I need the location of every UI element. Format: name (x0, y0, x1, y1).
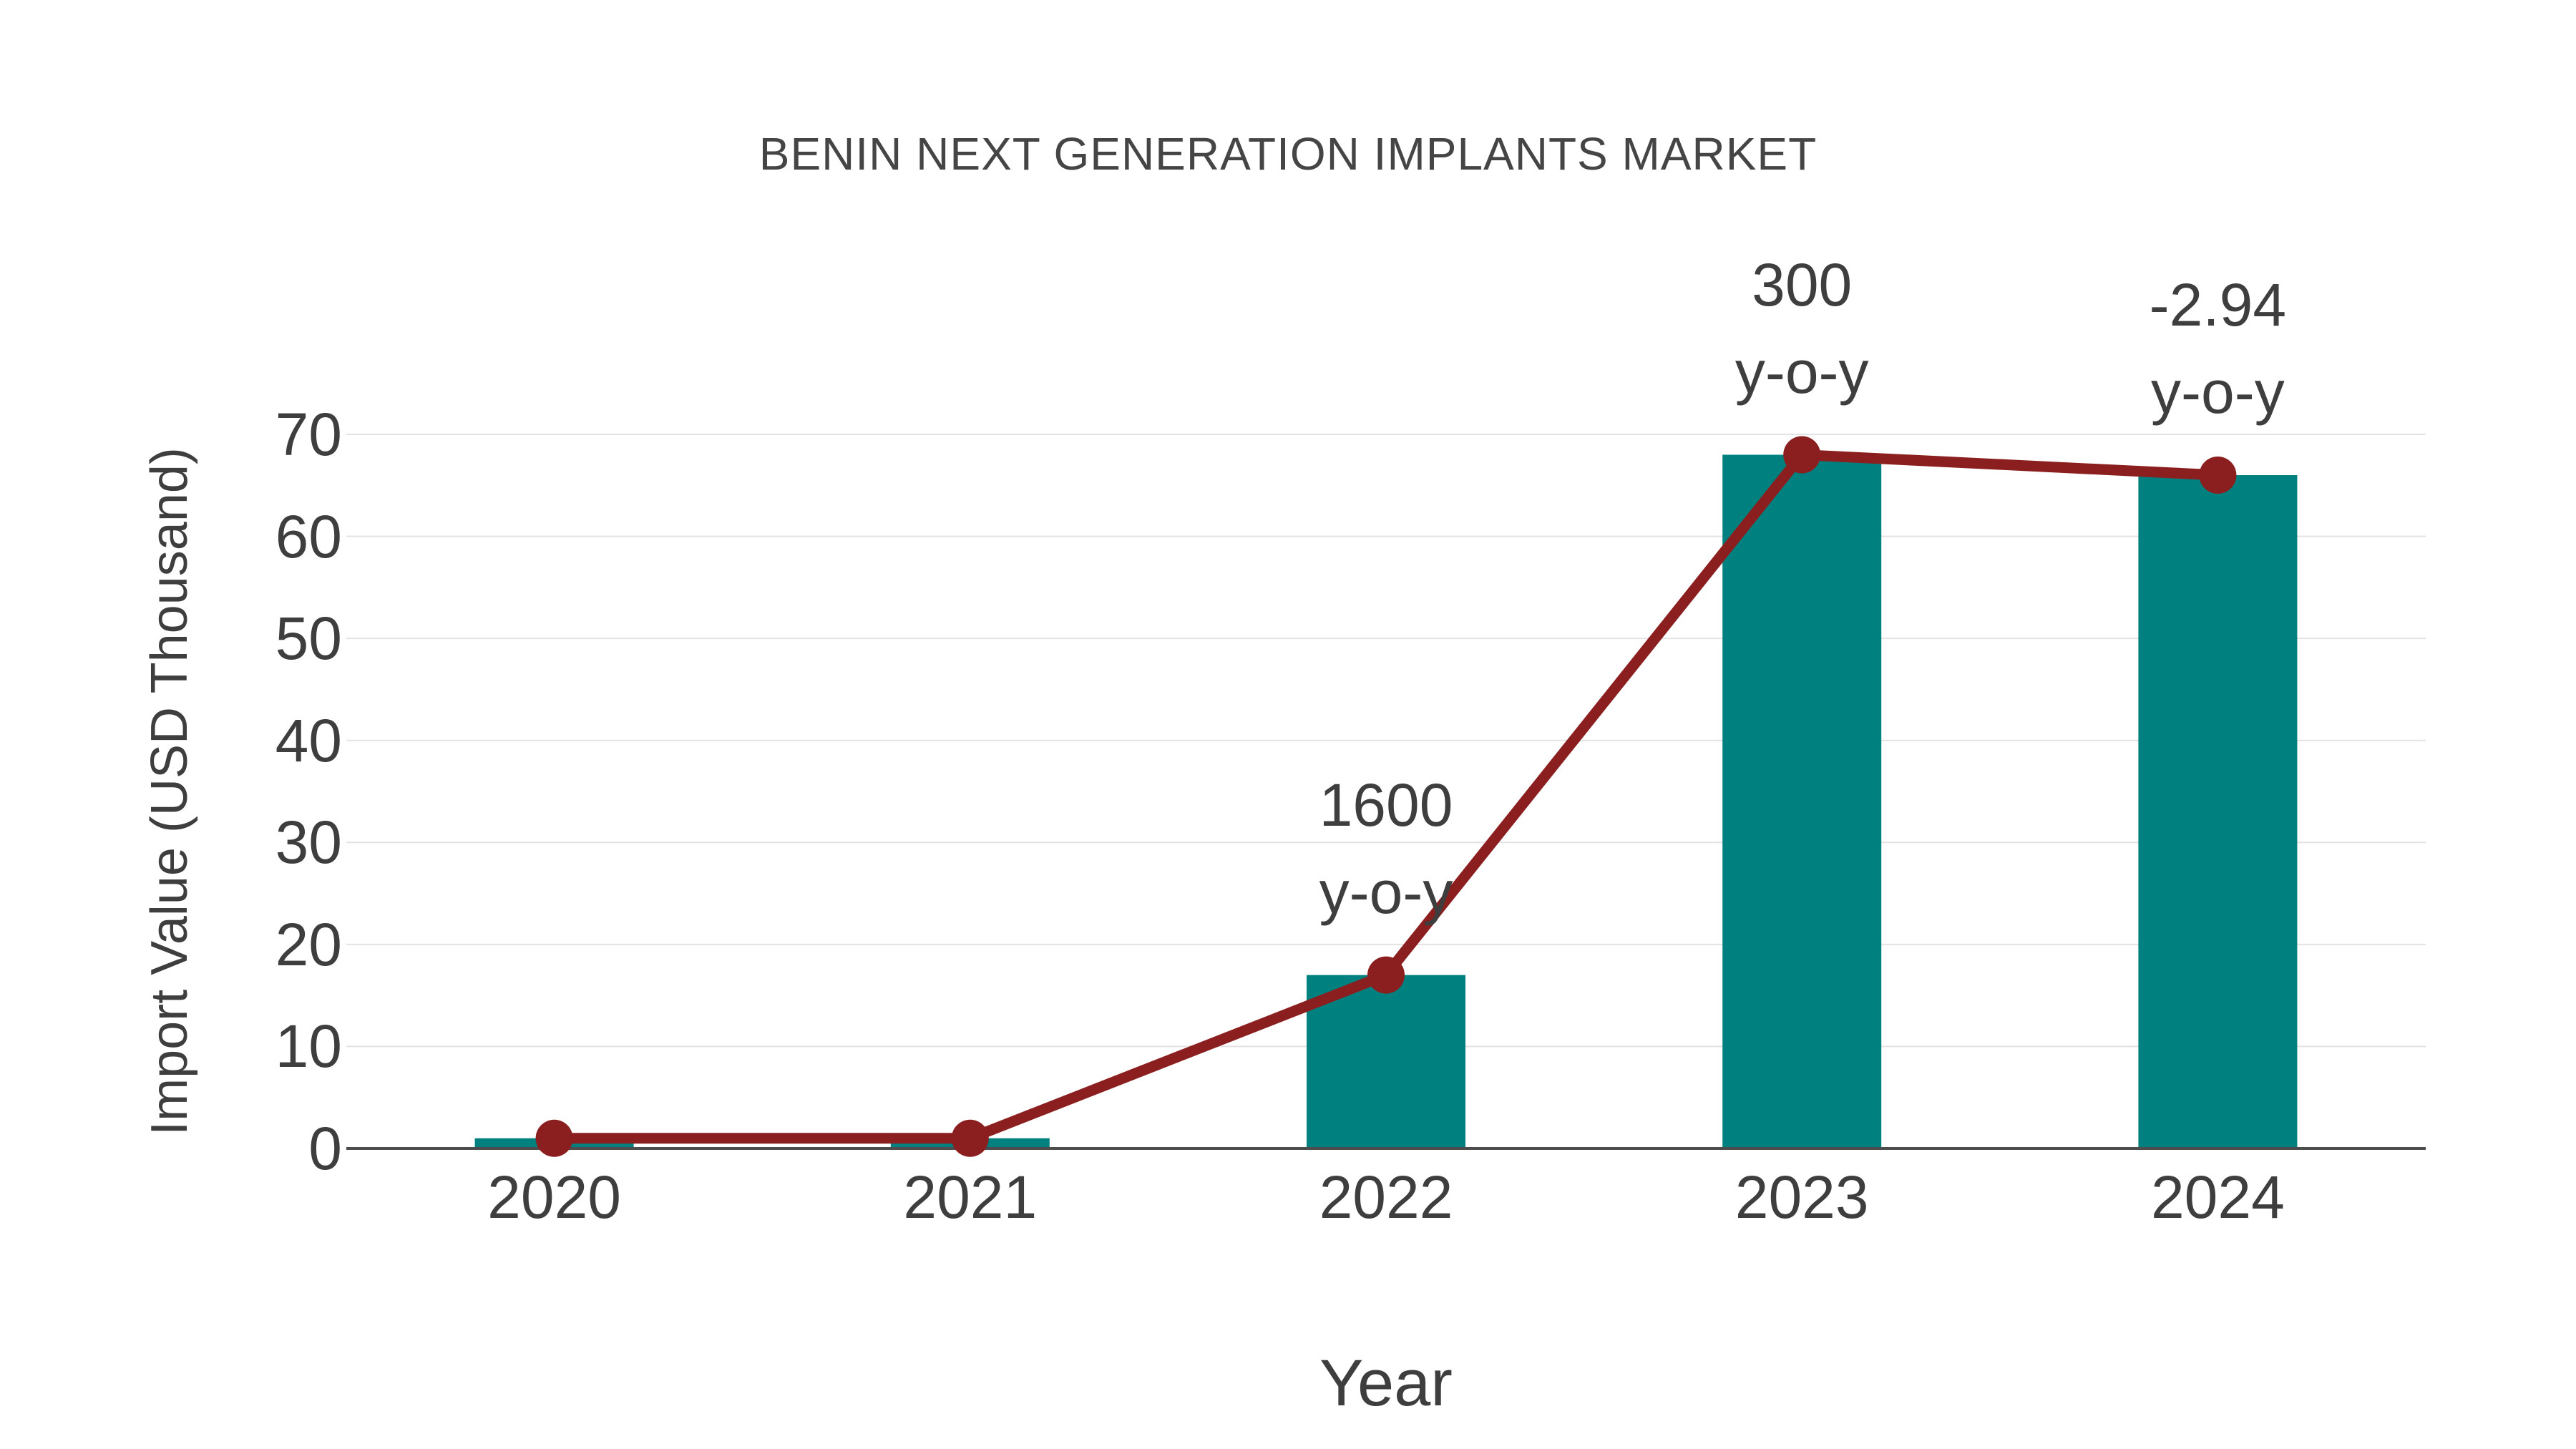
y-tick-label-30: 30 (275, 809, 342, 877)
data-point-marker-2024 (2199, 457, 2237, 494)
x-tick-label-2022: 2022 (1319, 1163, 1453, 1231)
data-point-marker-2020 (535, 1119, 573, 1157)
x-tick-label-2021: 2021 (903, 1163, 1038, 1231)
y-tick-label-0: 0 (308, 1115, 342, 1182)
annotation-2023: 300 y-o-y (1551, 241, 2052, 416)
annotation-line: 300 (1752, 250, 1853, 318)
annotation-line: y-o-y (1735, 338, 1869, 406)
x-tick-label-2020: 2020 (487, 1163, 622, 1231)
bar-2022 (1307, 975, 1465, 1148)
chart-title: BENIN NEXT GENERATION IMPLANTS MARKET (758, 128, 1818, 180)
annotation-2022: 1600 y-o-y (1136, 761, 1636, 936)
y-tick-label-20: 20 (275, 910, 342, 978)
y-tick-label-40: 40 (275, 706, 342, 774)
x-tick-label-2023: 2023 (1735, 1163, 1869, 1231)
y-tick-label-50: 50 (275, 605, 342, 673)
annotation-line: -2.94 (2149, 271, 2287, 339)
y-tick-label-70: 70 (275, 401, 342, 468)
bar-2023 (1722, 454, 1882, 1148)
x-axis-title: Year (1319, 1347, 1453, 1420)
annotation-line: 1600 (1319, 771, 1453, 839)
annotation-line: y-o-y (2151, 358, 2285, 426)
annotation-2024: -2.94 y-o-y (1967, 261, 2468, 436)
data-point-marker-2021 (951, 1119, 989, 1157)
bar-2024 (2138, 475, 2298, 1148)
data-point-marker-2023 (1783, 436, 1821, 474)
y-tick-label-10: 10 (275, 1013, 342, 1080)
x-tick-label-2024: 2024 (2150, 1163, 2285, 1231)
data-point-marker-2022 (1367, 956, 1405, 994)
y-tick-label-60: 60 (275, 502, 342, 570)
annotation-line: y-o-y (1319, 858, 1453, 926)
